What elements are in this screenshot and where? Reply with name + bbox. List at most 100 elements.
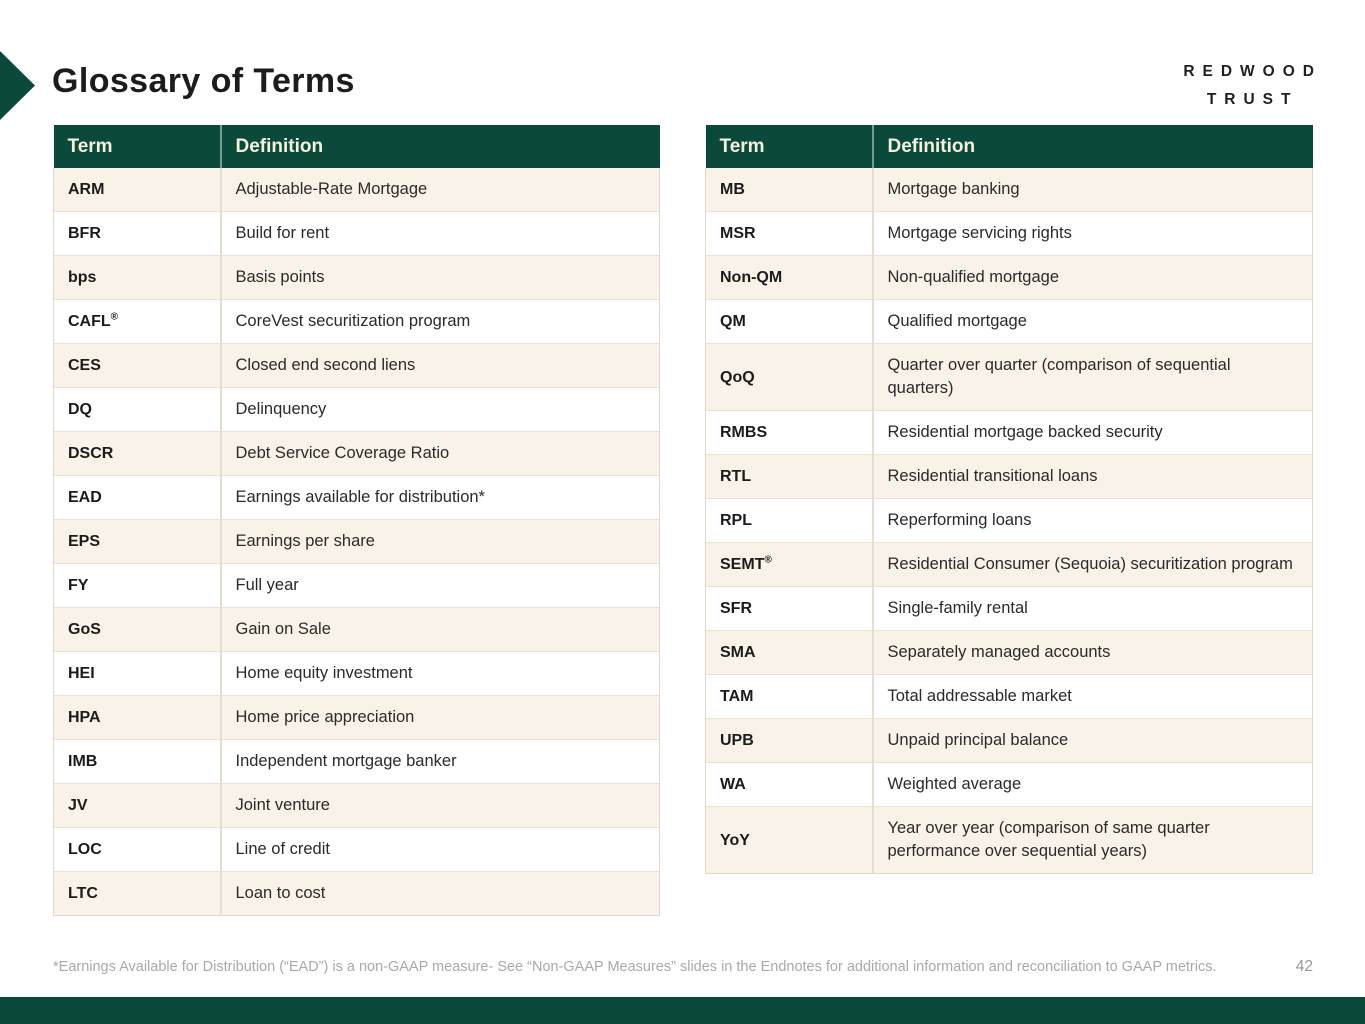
- table-row: SEMT® Residential Consumer (Sequoia) secu…: [705, 542, 1313, 587]
- definition-cell: Basis points: [219, 255, 660, 300]
- definition-cell: Weighted average: [871, 762, 1313, 807]
- table-row: RMBS Residential mortgage backed security: [705, 410, 1313, 455]
- term-cell: HEI: [53, 651, 221, 696]
- definition-cell: Adjustable-Rate Mortgage: [219, 168, 660, 212]
- term-cell: ARM: [53, 168, 221, 212]
- table-row: QoQ Quarter over quarter (comparison of s…: [705, 343, 1313, 411]
- term-cell: HPA: [53, 695, 221, 740]
- header-row: Term Definition: [705, 125, 1313, 168]
- table-row: TAM Total addressable market: [705, 674, 1313, 719]
- table-row: LTC Loan to cost: [53, 871, 660, 916]
- table-row: FY Full year: [53, 563, 660, 608]
- term-cell: RPL: [705, 498, 873, 543]
- definition-cell: Home equity investment: [219, 651, 660, 696]
- definition-cell: Home price appreciation: [219, 695, 660, 740]
- definition-cell: Earnings per share: [219, 519, 660, 564]
- definition-cell: Reperforming loans: [871, 498, 1313, 543]
- term-cell: YoY: [705, 806, 873, 874]
- term-cell: DSCR: [53, 431, 221, 476]
- term-cell: MB: [705, 168, 873, 212]
- table-row: EPS Earnings per share: [53, 519, 660, 564]
- term-cell: CES: [53, 343, 221, 388]
- definition-cell: Full year: [219, 563, 660, 608]
- bottom-bar: [0, 997, 1365, 1024]
- glossary-table-left: Term Definition ARM Adjustable-Rate Mortgag…: [53, 125, 660, 916]
- definition-cell: Separately managed accounts: [871, 630, 1313, 675]
- term-cell: SEMT®: [705, 542, 873, 587]
- table-row: MSR Mortgage servicing rights: [705, 211, 1313, 256]
- table-row: YoY Year over year (comparison of same qu…: [705, 806, 1313, 874]
- definition-cell: CoreVest securitization program: [219, 299, 660, 344]
- definition-cell: Residential mortgage backed security: [871, 410, 1313, 455]
- term-cell: DQ: [53, 387, 221, 432]
- definition-cell: Loan to cost: [219, 871, 660, 916]
- table-row: IMB Independent mortgage banker: [53, 739, 660, 784]
- definition-column-header: Definition: [871, 125, 1313, 168]
- table-row: WA Weighted average: [705, 762, 1313, 807]
- table-row: HPA Home price appreciation: [53, 695, 660, 740]
- term-cell: UPB: [705, 718, 873, 763]
- registered-mark: ®: [110, 311, 118, 323]
- definition-cell: Joint venture: [219, 783, 660, 828]
- definition-cell: Gain on Sale: [219, 607, 660, 652]
- definition-cell: Total addressable market: [871, 674, 1313, 719]
- term-column-header: Term: [53, 125, 221, 168]
- page-title: Glossary of Terms: [52, 62, 355, 100]
- term-cell: RMBS: [705, 410, 873, 455]
- table-row: SFR Single-family rental: [705, 586, 1313, 631]
- logo-line-trust: TRUST: [1206, 91, 1299, 108]
- definition-cell: Closed end second liens: [219, 343, 660, 388]
- term-cell: CAFL®: [53, 299, 221, 344]
- term-cell: FY: [53, 563, 221, 608]
- definition-cell: Debt Service Coverage Ratio: [219, 431, 660, 476]
- definition-cell: Mortgage banking: [871, 168, 1313, 212]
- definition-cell: Quarter over quarter (comparison of sequ…: [871, 343, 1313, 411]
- definition-cell: Build for rent: [219, 211, 660, 256]
- table-row: CAFL® CoreVest securitization program: [53, 299, 660, 344]
- chevron-right-icon: [0, 51, 35, 120]
- definition-column-header: Definition: [219, 125, 660, 168]
- table-row: MB Mortgage banking: [705, 168, 1313, 212]
- table-row: RPL Reperforming loans: [705, 498, 1313, 543]
- term-cell: GoS: [53, 607, 221, 652]
- table-row: RTL Residential transitional loans: [705, 454, 1313, 499]
- footnote: *Earnings Available for Distribution (“E…: [53, 959, 1217, 975]
- term-cell: LTC: [53, 871, 221, 916]
- definition-cell: Qualified mortgage: [871, 299, 1313, 344]
- definition-cell: Earnings available for distribution*: [219, 475, 660, 520]
- term-cell: EAD: [53, 475, 221, 520]
- definition-cell: Line of credit: [219, 827, 660, 872]
- table-row: QM Qualified mortgage: [705, 299, 1313, 344]
- term-cell: WA: [705, 762, 873, 807]
- logo-line-redwood: REDWOOD: [1183, 63, 1322, 80]
- table-row: JV Joint venture: [53, 783, 660, 828]
- term-cell: TAM: [705, 674, 873, 719]
- glossary-table-right: Term Definition MB Mortgage banking MSR Mortg…: [705, 125, 1313, 874]
- definition-cell: Single-family rental: [871, 586, 1313, 631]
- term-cell: MSR: [705, 211, 873, 256]
- term-cell: IMB: [53, 739, 221, 784]
- term-cell: EPS: [53, 519, 221, 564]
- term-cell: Non-QM: [705, 255, 873, 300]
- table-row: CES Closed end second liens: [53, 343, 660, 388]
- table-row: EAD Earnings available for distribution*: [53, 475, 660, 520]
- glossary-table-right: Term Definition MB Mortgage banking MSR Mortg…: [705, 125, 1313, 874]
- term-cell: RTL: [705, 454, 873, 499]
- definition-cell: Year over year (comparison of same quart…: [871, 806, 1313, 874]
- glossary-table-left: Term Definition ARM Adjustable-Rate Mortgag…: [53, 125, 660, 916]
- table-row: GoS Gain on Sale: [53, 607, 660, 652]
- page-number: 42: [1295, 958, 1313, 975]
- definition-cell: Residential transitional loans: [871, 454, 1313, 499]
- term-cell: QoQ: [705, 343, 873, 411]
- header-row: Term Definition: [53, 125, 660, 168]
- definition-cell: Mortgage servicing rights: [871, 211, 1313, 256]
- term-cell: QM: [705, 299, 873, 344]
- table-row: bps Basis points: [53, 255, 660, 300]
- table-row: ARM Adjustable-Rate Mortgage: [53, 168, 660, 212]
- table-row: Non-QM Non-qualified mortgage: [705, 255, 1313, 300]
- term-cell: bps: [53, 255, 221, 300]
- definition-cell: Residential Consumer (Sequoia) securitiz…: [871, 542, 1313, 587]
- table-row: LOC Line of credit: [53, 827, 660, 872]
- term-cell: LOC: [53, 827, 221, 872]
